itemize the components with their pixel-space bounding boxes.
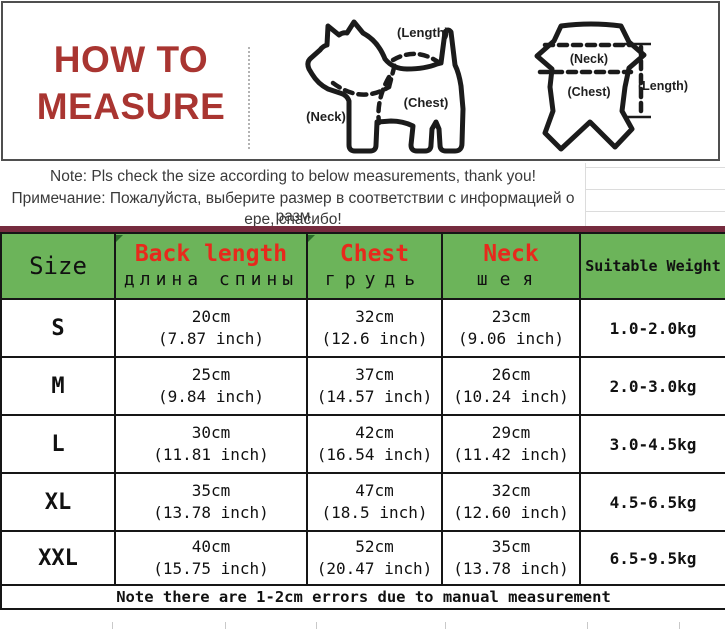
- weight-cell: 2.0-3.0kg: [579, 356, 725, 416]
- table-row: M 25cm (9.84 inch) 37cm (14.57 inch) 26cm(…: [0, 356, 725, 416]
- chest-cell: 47cm (18.5 inch): [306, 472, 443, 532]
- note-line-russian: Примечание: Пожалуйста, выберите размер …: [11, 190, 575, 225]
- header-neck: Neck шея: [441, 232, 581, 300]
- chest-cell: 52cm (20.47 inch): [306, 530, 443, 586]
- grid-tick: [225, 622, 226, 629]
- garment-chest-label: (Chest): [567, 85, 611, 99]
- measurement-error-note: Note there are 1-2cm errors due to manua…: [0, 584, 725, 610]
- dog-diagram-icon: [305, 19, 466, 154]
- size-cell: L: [0, 414, 116, 474]
- table-row: XL 35cm (13.78 inch) 47cm (18.5 inch) 32cm…: [0, 472, 725, 532]
- neck-cell: 29cm (11.42 inch): [441, 414, 581, 474]
- back-length-cell: 40cm (15.75 inch): [114, 530, 308, 586]
- weight-cell: 3.0-4.5kg: [579, 414, 725, 474]
- grid-tick: [679, 622, 680, 629]
- back-length-cell: 30cm (11.81 inch): [114, 414, 308, 474]
- garment-length-label: (Length): [638, 79, 688, 93]
- weight-cell: 1.0-2.0kg: [579, 298, 725, 358]
- table-row: XXL 40cm (15.75 inch) 52cm (20.47 inch) 35…: [0, 530, 725, 586]
- gridline: [585, 167, 725, 168]
- how-to-measure-title: HOW TO MEASURE: [25, 36, 237, 130]
- neck-cell: 35cm (13.78 inch): [441, 530, 581, 586]
- neck-cell: 23cm (9.06 inch): [441, 298, 581, 358]
- dog-chest-label: (Chest): [403, 95, 449, 110]
- neck-cell: 32cm (12.60 inch): [441, 472, 581, 532]
- gridline: [585, 163, 586, 227]
- weight-cell: 6.5-9.5kg: [579, 530, 725, 586]
- gridline: [585, 211, 725, 212]
- garment-diagram-icon: [534, 21, 651, 152]
- table-header-row: Size Back length длина спины Chest грудь…: [0, 232, 725, 300]
- dog-neck-label: (Neck): [306, 109, 346, 124]
- header-suitable-weight: Suitable Weight: [579, 232, 725, 300]
- chest-cell: 32cm (12.6 inch): [306, 298, 443, 358]
- grid-tick: [112, 622, 113, 629]
- size-table: Size Back length длина спины Chest грудь…: [0, 232, 725, 610]
- table-row: L 30cm (11.81 inch) 42cm (16.54 inch) 29cm…: [0, 414, 725, 474]
- chest-cell: 42cm (16.54 inch): [306, 414, 443, 474]
- note-line-russian-cont: ере, спасибо!: [244, 211, 342, 228]
- back-length-cell: 35cm (13.78 inch): [114, 472, 308, 532]
- dog-length-label: (Length): [397, 25, 449, 40]
- measure-guide: HOW TO MEASURE (Length) (Chest) (Neck) (…: [1, 1, 720, 161]
- garment-neck-label: (Neck): [569, 52, 609, 66]
- neck-cell: 26cm (10.24 inch): [441, 356, 581, 416]
- cell-comment-marker: [308, 235, 315, 242]
- size-cell: XL: [0, 472, 116, 532]
- title-line2: MEASURE: [36, 86, 226, 127]
- back-length-cell: 20cm (7.87 inch): [114, 298, 308, 358]
- grid-tick: [445, 622, 446, 629]
- size-cell: XXL: [0, 530, 116, 586]
- dotted-divider: [248, 47, 250, 149]
- title-line1: HOW TO: [53, 39, 209, 80]
- note-line-english: Note: Pls check the size according to be…: [50, 168, 536, 185]
- table-footer-row: Note there are 1-2cm errors due to manua…: [0, 584, 725, 610]
- size-cell: M: [0, 356, 116, 416]
- grid-tick: [587, 622, 588, 629]
- divider-band: [0, 226, 725, 232]
- back-length-cell: 25cm (9.84 inch): [114, 356, 308, 416]
- weight-cell: 4.5-6.5kg: [579, 472, 725, 532]
- header-chest: Chest грудь: [306, 232, 443, 300]
- grid-tick: [316, 622, 317, 629]
- gridline: [585, 189, 725, 190]
- chest-cell: 37cm (14.57 inch): [306, 356, 443, 416]
- table-row: S 20cm (7.87 inch) 32cm (12.6 inch) 23cm (9…: [0, 298, 725, 358]
- header-size: Size: [0, 232, 116, 300]
- header-back-length: Back length длина спины: [114, 232, 308, 300]
- cell-comment-marker: [116, 235, 123, 242]
- size-cell: S: [0, 298, 116, 358]
